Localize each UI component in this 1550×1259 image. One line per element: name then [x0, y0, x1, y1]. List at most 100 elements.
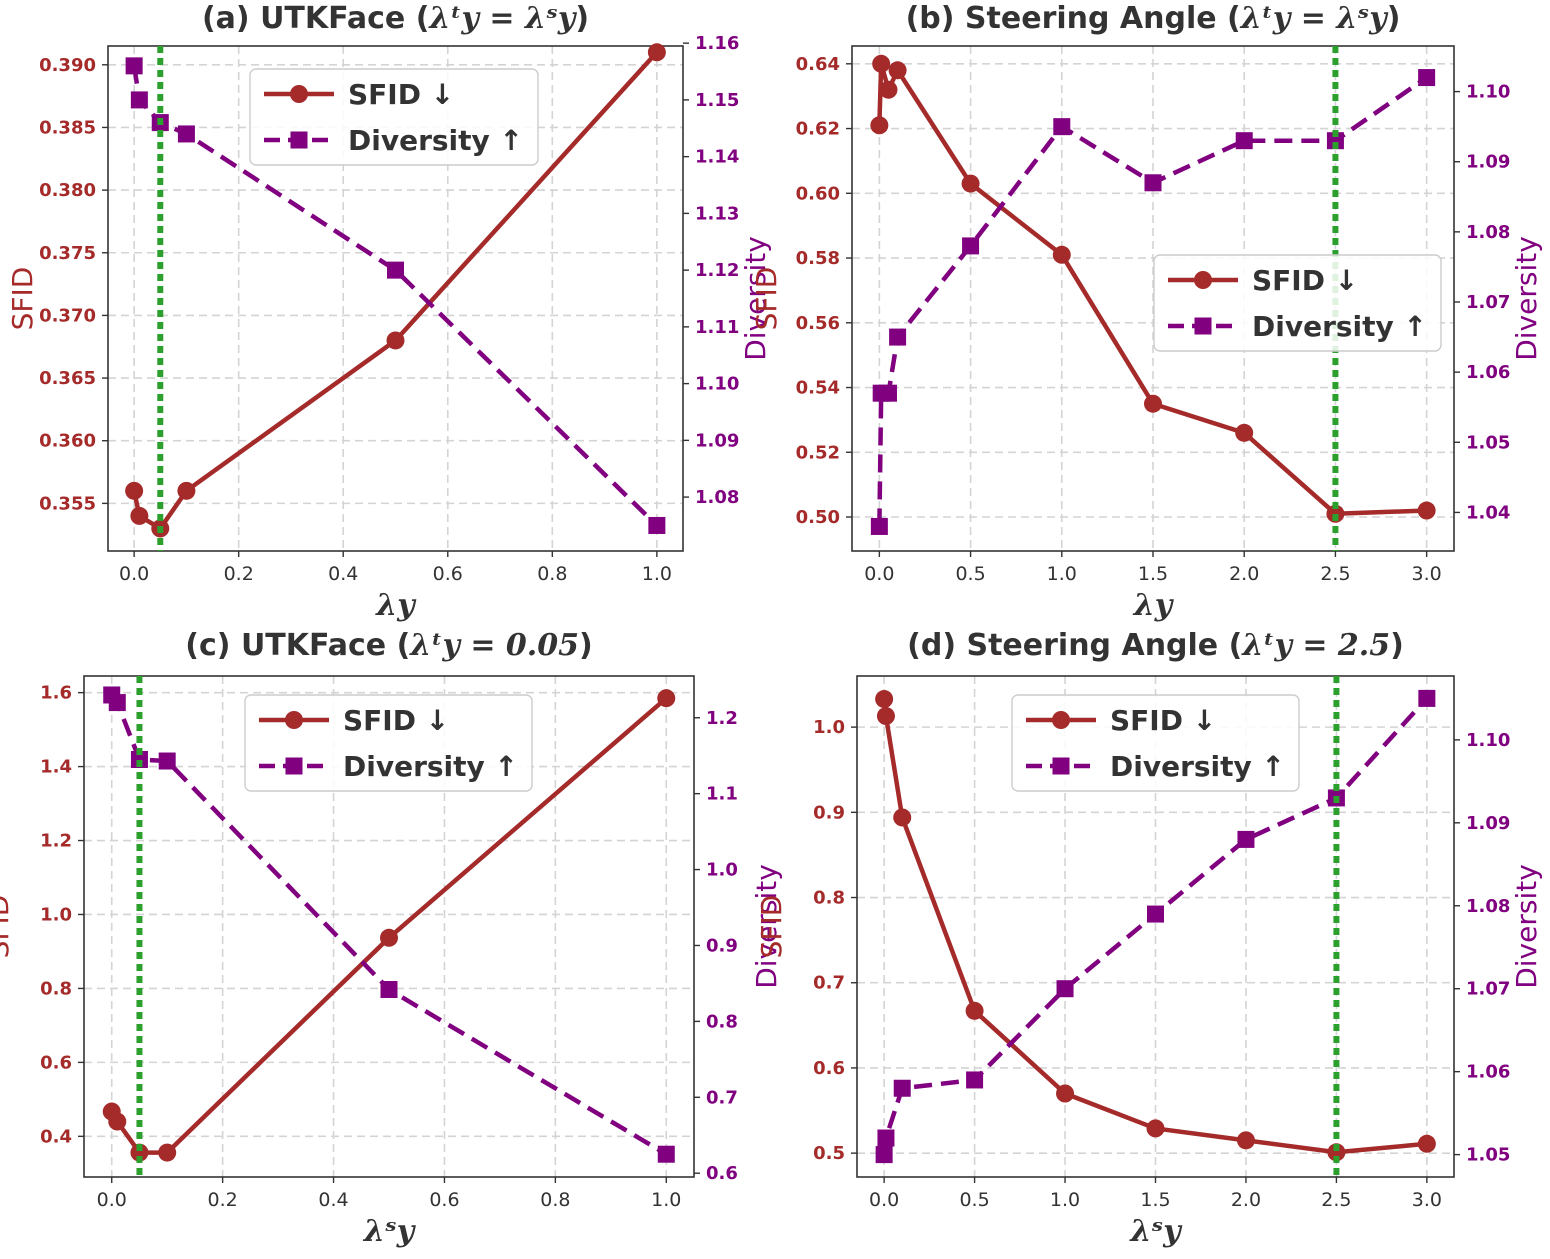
x-tick-label: 0.6 [429, 1189, 459, 1211]
legend-diversity-label: Diversity ↑ [348, 124, 523, 157]
x-tick-label: 0.0 [97, 1189, 127, 1211]
diversity-point [877, 1129, 895, 1147]
legend-diversity-label: Diversity ↑ [1110, 750, 1285, 783]
y-tick-label: 0.365 [39, 368, 96, 389]
diversity-point [387, 261, 404, 279]
sfid-point [647, 43, 666, 62]
panel-d: 0.0 0.5 1.0 1.5 2.0 2.5 3.0 0.5 0.6 0.7 0.8 0.9 1.0 1… [755, 628, 1543, 1249]
y2-tick-label: 1.2 [706, 708, 738, 729]
y-tick-label: 0.50 [796, 507, 840, 528]
y-tick-label: 0.52 [796, 442, 840, 463]
x-tick-label: 3.0 [1412, 1189, 1442, 1211]
sfid-point [961, 174, 980, 193]
y-tick-label: 0.375 [39, 243, 96, 264]
plot-frame [83, 675, 695, 1178]
x-tick-label: 2.0 [1229, 563, 1259, 585]
y2-tick-label: 1.05 [1466, 432, 1510, 453]
diversity-point [1235, 132, 1253, 150]
legend-sfid-marker [290, 85, 308, 103]
sfid-point [125, 481, 144, 500]
y2-tick-label: 1.1 [706, 784, 738, 805]
diversity-series [875, 689, 1436, 1164]
sfid-point [130, 506, 149, 525]
y2-tick-label: 1.16 [695, 33, 739, 54]
y-tick-label: 0.60 [796, 183, 840, 204]
sfid-point [876, 707, 895, 726]
y-tick-label: 0.5 [813, 1143, 845, 1164]
y2-tick-label: 1.08 [695, 487, 739, 508]
x-tick-label: 0.5 [955, 563, 985, 585]
y-tick-label: 0.6 [813, 1058, 845, 1079]
x-axis-label: λˢy [362, 1214, 417, 1249]
panel-c: 0.0 0.2 0.4 0.6 0.8 1.0 0.4 0.6 0.8 1.0 1.2 1.4 1.6 0… [0, 628, 783, 1249]
x-tick-label: 0.6 [433, 563, 463, 585]
x-tick-label: 0.5 [959, 1189, 989, 1211]
y2-tick-label: 1.06 [1466, 1062, 1510, 1083]
x-tick-label: 0.8 [537, 563, 567, 585]
y-tick-label: 0.54 [796, 378, 840, 399]
x-tick-label: 1.0 [651, 1189, 681, 1211]
y2-axis-label: Diversity [1510, 236, 1543, 361]
y2-tick-label: 1.07 [1466, 979, 1510, 1000]
diversity-point [1053, 118, 1071, 136]
y2-tick-label: 1.11 [695, 317, 739, 338]
y-tick-label: 0.64 [796, 54, 840, 75]
diversity-point [125, 57, 143, 75]
sfid-point [870, 116, 889, 135]
diversity-series [870, 69, 1436, 535]
y-tick-label: 0.360 [39, 431, 96, 452]
y-tick-label: 0.8 [813, 888, 845, 909]
y2-tick-label: 1.14 [695, 147, 739, 168]
y2-tick-label: 1.09 [695, 430, 739, 451]
y-tick-label: 0.7 [813, 973, 845, 994]
x-tick-label: 1.5 [1140, 1189, 1170, 1211]
title-math: λᵗy = λˢy [1239, 1, 1389, 36]
x-tick-label: 1.0 [1050, 1189, 1080, 1211]
legend: SFID ↓ Diversity ↑ [249, 68, 539, 166]
sfid-point [130, 1143, 149, 1162]
y-tick-label: 0.62 [796, 119, 840, 140]
legend-sfid-label: SFID ↓ [1110, 704, 1216, 737]
diversity-point [1147, 905, 1164, 923]
y2-tick-label: 1.08 [1466, 222, 1510, 243]
title-close: ) [1390, 628, 1404, 663]
title-text: (d) Steering Angle ( [907, 628, 1242, 663]
y-tick-label: 0.8 [40, 978, 72, 999]
y-tick-label: 0.390 [39, 55, 96, 76]
y2-tick-label: 1.10 [1466, 82, 1510, 103]
sfid-point [657, 689, 676, 708]
sfid-line [877, 61, 1427, 517]
panel-b: 0.0 0.5 1.0 1.5 2.0 2.5 3.0 0.50 0.52 0.54 0.56 0.5… [750, 1, 1543, 623]
y2-tick-label: 0.8 [706, 1011, 738, 1032]
sfid-point [1417, 1134, 1436, 1153]
diversity-point [893, 1079, 911, 1097]
diversity-point [1237, 830, 1255, 848]
diversity-point [966, 1071, 984, 1089]
x-axis-label: λy [374, 588, 417, 623]
sfid-point [872, 54, 891, 73]
y2-tick-label: 1.04 [1466, 502, 1510, 523]
sfid-point [1236, 1131, 1255, 1150]
sfid-point [1146, 1119, 1165, 1138]
legend: SFID ↓ Diversity ↑ [1011, 694, 1300, 792]
x-tick-label: 0.0 [864, 563, 894, 585]
legend-diversity-marker [1194, 317, 1212, 335]
x-tick-label: 0.4 [318, 1189, 348, 1211]
sfid-point [879, 80, 898, 99]
y-tick-label: 1.0 [40, 904, 72, 925]
grid [857, 676, 1454, 1177]
legend-diversity-marker [1052, 757, 1070, 775]
sfid-series [875, 690, 1436, 1162]
title-text: (a) UTKFace ( [202, 1, 429, 36]
legend: SFID ↓ Diversity ↑ [1153, 254, 1442, 352]
sfid-point [1235, 423, 1254, 442]
diversity-point [158, 752, 176, 770]
sfid-point [177, 481, 196, 500]
sfid-series [870, 54, 1436, 523]
title-close: ) [1387, 1, 1401, 36]
y-tick-label: 0.355 [39, 493, 96, 514]
x-tick-label: 0.8 [540, 1189, 570, 1211]
diversity-point [870, 517, 888, 535]
y-tick-label: 1.4 [40, 757, 72, 778]
y-axis-label: SFID [750, 267, 783, 331]
